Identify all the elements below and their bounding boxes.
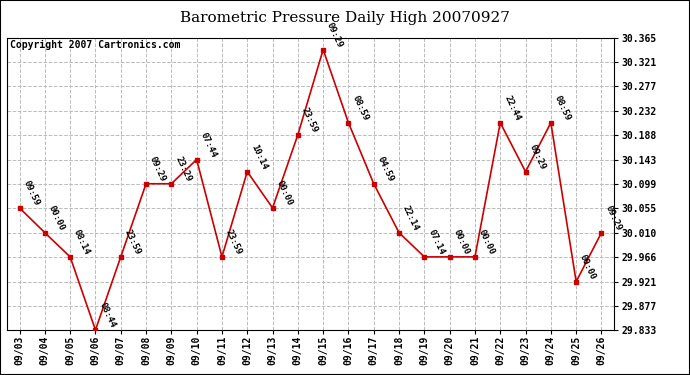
Text: 07:14: 07:14	[426, 228, 446, 256]
Text: 08:14: 08:14	[72, 228, 92, 256]
Text: 08:44: 08:44	[97, 301, 117, 330]
Text: 09:29: 09:29	[528, 143, 547, 171]
Text: 08:59: 08:59	[351, 94, 370, 122]
Text: 00:00: 00:00	[452, 228, 471, 256]
Text: 09:59: 09:59	[21, 179, 41, 207]
Text: 00:00: 00:00	[477, 228, 497, 256]
Text: Barometric Pressure Daily High 20070927: Barometric Pressure Daily High 20070927	[180, 11, 510, 25]
Text: 23:29: 23:29	[173, 155, 193, 183]
Text: 23:59: 23:59	[123, 228, 142, 256]
Text: 08:59: 08:59	[553, 94, 573, 122]
Text: 00:00: 00:00	[47, 204, 66, 232]
Text: 22:14: 22:14	[401, 204, 421, 232]
Text: 09:29: 09:29	[604, 204, 623, 232]
Text: 23:59: 23:59	[300, 106, 319, 134]
Text: 00:00: 00:00	[578, 253, 598, 281]
Text: 23:59: 23:59	[224, 228, 244, 256]
Text: 04:59: 04:59	[376, 155, 395, 183]
Text: 00:00: 00:00	[275, 179, 294, 207]
Text: 09:29: 09:29	[325, 21, 345, 49]
Text: Copyright 2007 Cartronics.com: Copyright 2007 Cartronics.com	[10, 40, 180, 51]
Text: 22:44: 22:44	[502, 94, 522, 122]
Text: 10:14: 10:14	[249, 143, 269, 171]
Text: 07:44: 07:44	[199, 131, 218, 159]
Text: 09:29: 09:29	[148, 155, 168, 183]
